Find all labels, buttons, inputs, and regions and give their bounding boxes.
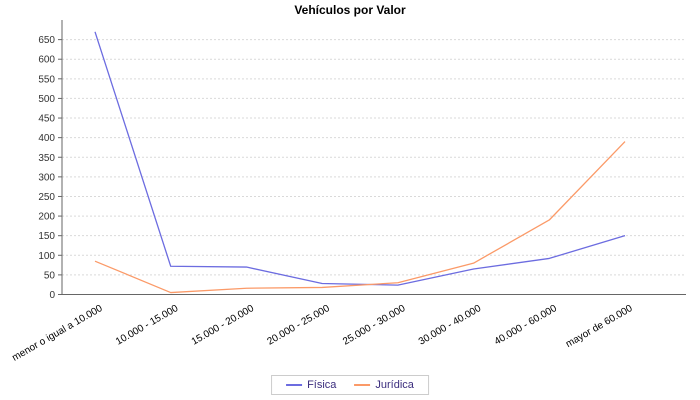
y-tick-label: 400	[38, 133, 55, 144]
y-tick-label: 600	[38, 55, 55, 66]
x-category-label: 25.000 - 30.000	[341, 303, 408, 348]
y-tick-label: 200	[38, 212, 55, 223]
chart-title: Vehículos por Valor	[294, 3, 406, 17]
legend-label-fisica: Física	[307, 379, 337, 391]
y-tick-label: 100	[38, 251, 55, 262]
legend: Física Jurídica	[271, 375, 429, 395]
y-tick-label: 50	[44, 270, 56, 281]
y-tick-label: 250	[38, 192, 55, 203]
x-category-label: mayor de 60.000	[564, 303, 635, 350]
x-category-label: menor o igual a 10.000	[10, 303, 104, 364]
juridica-line-swatch	[354, 384, 371, 386]
fisica-line-swatch	[286, 384, 303, 386]
y-tick-label: 150	[38, 231, 55, 242]
y-tick-label: 350	[38, 153, 55, 164]
legend-item-juridica: Jurídica	[354, 379, 414, 391]
x-category-label: 20.000 - 25.000	[265, 303, 332, 348]
y-tick-label: 300	[38, 172, 55, 183]
y-tick-label: 650	[38, 35, 55, 46]
x-category-label: 15.000 - 20.000	[190, 303, 257, 348]
y-tick-label: 450	[38, 114, 55, 125]
legend-item-fisica: Física	[286, 379, 336, 391]
x-category-label: 10.000 - 15.000	[114, 303, 181, 348]
legend-label-juridica: Jurídica	[375, 379, 414, 391]
y-tick-label: 550	[38, 74, 55, 85]
x-category-label: 30.000 - 40.000	[417, 303, 484, 348]
y-tick-label: 500	[38, 94, 55, 105]
series-line-física	[94, 31, 626, 286]
y-tick-label: 0	[49, 290, 55, 301]
x-category-label: 40.000 - 60.000	[493, 303, 560, 348]
series-line-jurídica	[94, 141, 626, 294]
